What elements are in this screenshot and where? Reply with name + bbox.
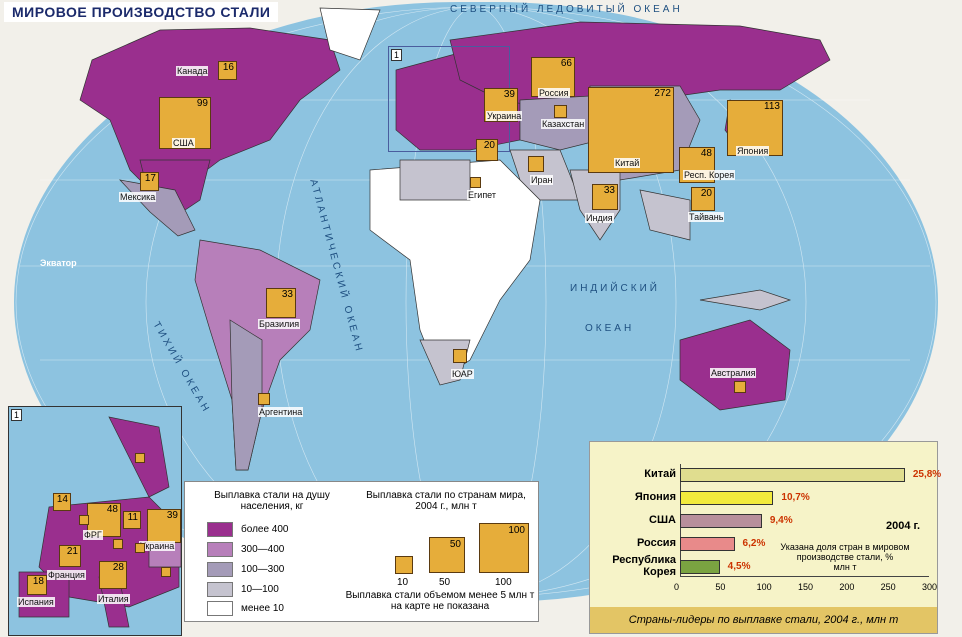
label-ukraine: Украина <box>486 111 523 121</box>
inset-square-romania <box>135 543 145 553</box>
equator-label: Экватор <box>40 258 77 268</box>
label-argentina: Аргентина <box>258 407 304 417</box>
label-russia: Россия <box>538 88 570 98</box>
bar <box>680 537 735 551</box>
arctic-ocean-label: СЕВЕРНЫЙ ЛЕДОВИТЫЙ ОКЕАН <box>450 4 683 15</box>
bar <box>680 491 774 505</box>
label-taiwan: Тайвань <box>688 212 725 222</box>
bar-label: Россия <box>636 537 676 549</box>
inset-square-france: 21 <box>59 545 81 567</box>
x-tick-label: 150 <box>798 582 814 592</box>
square-egypt <box>470 177 481 188</box>
label-kazakhstan: Казахстан <box>541 119 586 129</box>
label-mexico: Мексика <box>119 192 157 202</box>
bar <box>680 560 720 574</box>
bar-label: Китай <box>644 468 676 480</box>
bar-share-label: 4,5% <box>727 561 751 572</box>
legend-per-capita-title: Выплавка стали на душу населения, кг <box>214 490 330 512</box>
bar-label: США <box>649 514 676 526</box>
x-tick-label: 250 <box>880 582 896 592</box>
square-canada: 16 <box>218 61 237 80</box>
inset-label-germany: ФРГ <box>83 530 103 540</box>
label-japan: Япония <box>736 146 770 156</box>
label-brazil: Бразилия <box>258 319 301 329</box>
legend-class-2: 300—400 <box>207 542 284 557</box>
label-china: Китай <box>614 158 641 168</box>
bar <box>680 514 762 528</box>
inset-square-spain: 18 <box>27 575 47 595</box>
square-brazil: 33 <box>266 288 296 318</box>
chart-year: 2004 г. <box>886 520 921 532</box>
square-india: 33 <box>592 184 618 210</box>
chart-title: Страны-лидеры по выплавке стали, 2004 г.… <box>590 607 937 633</box>
label-australia: Австралия <box>710 368 757 378</box>
square-mexico: 17 <box>140 172 159 191</box>
square-taiwan: 20 <box>691 187 715 211</box>
legend-square-10-label: 10 <box>397 577 409 588</box>
label-usa: США <box>172 138 195 148</box>
legend-class-5: менее 10 <box>207 601 284 616</box>
label-india: Индия <box>585 213 614 223</box>
indian-ocean-label-1: ИНДИЙСКИЙ <box>570 283 660 294</box>
africa <box>369 159 541 381</box>
x-tick-label: 0 <box>674 582 680 592</box>
inset-frame-number: 1 <box>391 49 403 61</box>
inset-label-ukraine: Украина <box>139 541 176 551</box>
x-tick-label: 50 <box>715 582 726 592</box>
inset-label-spain: Испания <box>17 597 55 607</box>
x-tick-label: 100 <box>756 582 772 592</box>
map-legend: Выплавка стали на душу населения, кг бол… <box>184 481 539 622</box>
leaders-chart-panel: Китай 25,8% Япония 10,7% США 9,4% Россия 6,2% Ре… <box>589 441 942 634</box>
bar-share-label: 25,8% <box>912 469 942 480</box>
bar-share-label: 6,2% <box>742 538 766 549</box>
label-south-africa: ЮАР <box>451 369 474 379</box>
australia <box>679 319 791 411</box>
inset-square-italy: 28 <box>99 561 127 589</box>
inset-number: 1 <box>11 409 23 421</box>
legend-square-50-label: 50 <box>439 577 451 588</box>
square-iran <box>528 156 544 172</box>
square-australia <box>734 381 746 393</box>
label-iran: Иран <box>530 175 554 185</box>
map-title: МИРОВОЕ ПРОИЗВОДСТВО СТАЛИ <box>4 2 279 22</box>
legend-square-10 <box>395 556 413 574</box>
bar-label: Республика Корея <box>612 554 676 578</box>
legend-class-3: 100—300 <box>207 562 284 577</box>
x-tick-label: 200 <box>839 582 855 592</box>
europe-inset: 1 48 ФРГ 21 Франция 28 Италия 18 Испания… <box>8 406 182 636</box>
inset-square-netherlands <box>79 515 89 525</box>
legend-square-100-label: 100 <box>495 577 512 588</box>
inset-label-france: Франция <box>47 570 86 580</box>
label-south-korea: Респ. Корея <box>683 170 736 180</box>
inset-square-uk: 14 <box>53 493 71 511</box>
square-south-africa <box>453 349 467 363</box>
bar-share-label: 10,7% <box>781 492 810 503</box>
legend-volume-title: Выплавка стали по странам мира, 2004 г.,… <box>366 490 526 512</box>
inset-label-italy: Италия <box>97 594 130 604</box>
inset-square-sweden <box>135 453 145 463</box>
x-tick-label: 300 <box>922 582 938 592</box>
bar-label: Япония <box>634 491 676 503</box>
inset-square-poland: 11 <box>123 511 141 529</box>
legend-square-50: 50 <box>429 537 465 573</box>
square-argentina <box>258 393 270 405</box>
bar-share-label: 9,4% <box>769 515 793 526</box>
square-turkey: 20 <box>476 139 498 161</box>
legend-class-4: 10—100 <box>207 582 279 597</box>
legend-note: Выплавка стали объемом менее 5 млн т на … <box>345 590 535 612</box>
bar <box>680 468 905 482</box>
inset-square-ukraine: 39 <box>147 509 181 543</box>
legend-square-100: 100 <box>479 523 529 573</box>
chart-note: Указана доля стран в мировом производств… <box>780 542 910 572</box>
inset-square-russia-south <box>161 567 171 577</box>
legend-class-1: более 400 <box>207 522 289 537</box>
inset-square-czech <box>113 539 123 549</box>
square-kazakhstan <box>554 105 567 118</box>
label-egypt: Египет <box>467 190 498 200</box>
indian-ocean-label-2: ОКЕАН <box>585 323 635 334</box>
label-canada: Канада <box>176 66 209 76</box>
